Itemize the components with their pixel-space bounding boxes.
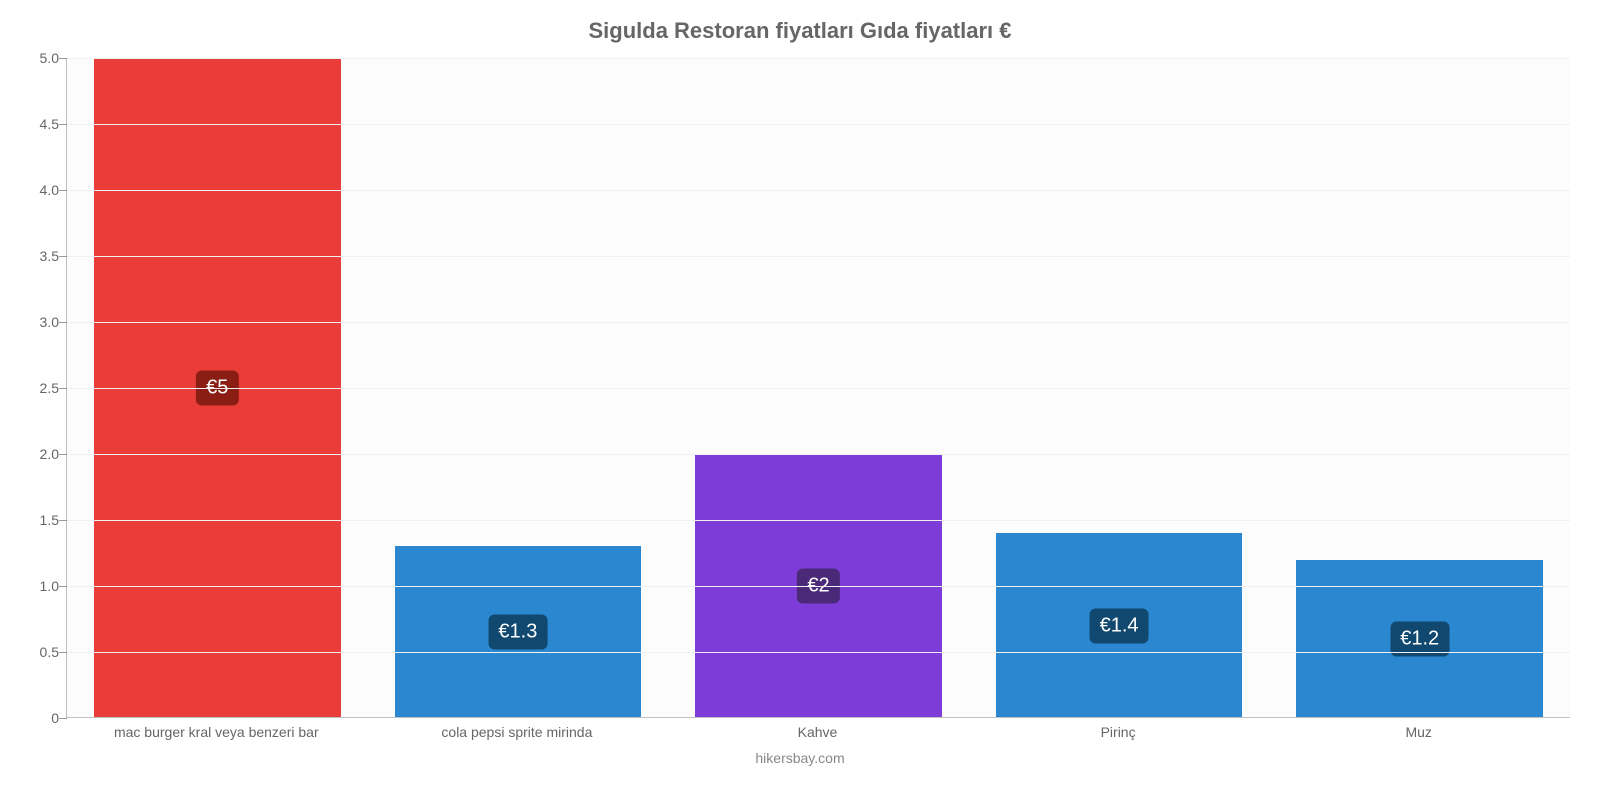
bar: €1.4	[996, 533, 1242, 718]
gridline	[67, 190, 1570, 191]
plot-area: €5€1.3€2€1.4€1.2 00.51.01.52.02.53.03.54…	[66, 58, 1570, 718]
x-axis-label: Kahve	[798, 724, 838, 740]
y-tick	[59, 586, 67, 587]
y-axis-label: 3.0	[21, 314, 59, 330]
x-axis-label: Muz	[1405, 724, 1431, 740]
chart-credit: hikersbay.com	[20, 750, 1580, 766]
gridline	[67, 58, 1570, 59]
gridline	[67, 256, 1570, 257]
y-axis-label: 4.5	[21, 116, 59, 132]
y-tick	[59, 124, 67, 125]
bar-value-label: €1.4	[1090, 608, 1149, 643]
gridline	[67, 454, 1570, 455]
gridline	[67, 388, 1570, 389]
y-tick	[59, 520, 67, 521]
x-axis-label: Pirinç	[1101, 724, 1136, 740]
gridline	[67, 124, 1570, 125]
x-axis-label: mac burger kral veya benzeri bar	[114, 724, 319, 740]
y-axis-label: 2.0	[21, 446, 59, 462]
bar: €1.2	[1296, 560, 1542, 718]
y-axis-label: 5.0	[21, 50, 59, 66]
y-tick	[59, 322, 67, 323]
bar: €1.3	[395, 546, 641, 718]
y-tick	[59, 256, 67, 257]
y-axis-label: 4.0	[21, 182, 59, 198]
y-tick	[59, 58, 67, 59]
gridline	[67, 652, 1570, 653]
gridline	[67, 322, 1570, 323]
y-tick	[59, 190, 67, 191]
bar-value-label: €1.3	[488, 615, 547, 650]
y-axis-label: 1.5	[21, 512, 59, 528]
x-axis-label: cola pepsi sprite mirinda	[441, 724, 592, 740]
x-axis-labels: mac burger kral veya benzeri bar cola pep…	[66, 718, 1570, 748]
gridline	[67, 520, 1570, 521]
y-tick	[59, 652, 67, 653]
y-axis-label: 2.5	[21, 380, 59, 396]
gridline	[67, 586, 1570, 587]
y-axis-label: 1.0	[21, 578, 59, 594]
y-tick	[59, 388, 67, 389]
chart-title: Sigulda Restoran fiyatları Gıda fiyatlar…	[20, 10, 1580, 58]
y-axis-label: 3.5	[21, 248, 59, 264]
y-tick	[59, 454, 67, 455]
y-axis-label: 0.5	[21, 644, 59, 660]
price-bar-chart: Sigulda Restoran fiyatları Gıda fiyatlar…	[0, 0, 1600, 800]
y-axis-label: 0	[21, 710, 59, 726]
